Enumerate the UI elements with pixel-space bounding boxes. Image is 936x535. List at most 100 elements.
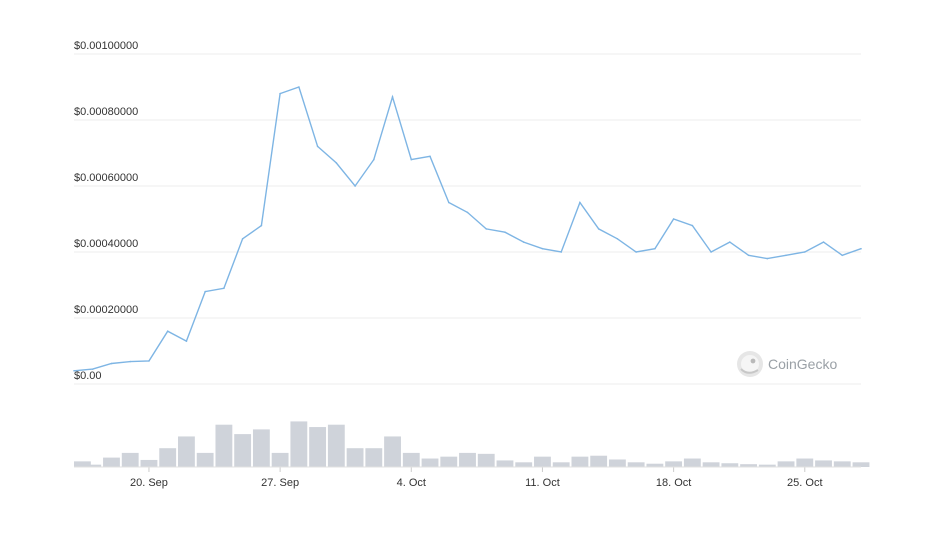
volume-bar: [571, 456, 589, 467]
volume-bar: [590, 455, 608, 467]
price-point: [373, 158, 375, 161]
x-tick-label: 25. Oct: [787, 477, 822, 489]
price-point: [185, 340, 188, 342]
x-tick-label: 18. Oct: [656, 477, 691, 489]
x-axis: 20. Sep 27. Sep 4. Oct 11. Oct 18. Oct 25. Oc…: [74, 466, 861, 489]
price-point: [691, 224, 694, 227]
volume-bar: [346, 448, 364, 467]
price-point: [729, 241, 731, 243]
price-point: [860, 247, 862, 250]
price-point: [335, 162, 338, 164]
y-tick-label: $0.00060000: [74, 172, 138, 184]
x-tick-label: 27. Sep: [261, 477, 299, 489]
volume-bar: [74, 461, 91, 467]
volume-bar: [852, 462, 870, 467]
price-series: [73, 86, 862, 372]
price-point: [672, 218, 675, 220]
y-tick-label: $0.00: [74, 370, 102, 382]
price-point: [504, 231, 506, 233]
price-point: [747, 254, 750, 257]
volume-bar: [159, 448, 177, 467]
volume-bar: [103, 457, 120, 467]
price-point: [822, 241, 825, 243]
volume-bar: [777, 461, 795, 467]
y-axis: $0.00 $0.00020000 $0.00040000 $0.00060000 $0…: [74, 40, 138, 382]
x-tick-label: 11. Oct: [525, 477, 560, 489]
y-tick-label: $0.00020000: [74, 304, 138, 316]
volume-bar: [384, 436, 401, 467]
price-point: [803, 251, 806, 253]
volume-bar: [608, 459, 626, 467]
y-tick-label: $0.00040000: [74, 238, 138, 250]
volume-bar: [627, 462, 645, 467]
price-point: [91, 368, 94, 370]
volume-bar: [327, 424, 345, 467]
price-point: [279, 92, 281, 95]
volume-bar: [515, 462, 533, 467]
volume-bar: [496, 460, 514, 467]
volume-bar: [833, 461, 851, 467]
price-point: [466, 211, 469, 214]
watermark-text: CoinGecko: [768, 356, 837, 372]
volume-bar: [290, 421, 308, 467]
volume-bar: [234, 434, 252, 467]
volume-bar: [477, 453, 495, 467]
price-point: [241, 238, 244, 240]
price-point: [579, 201, 581, 204]
volume-bar: [84, 464, 102, 467]
price-point: [447, 201, 450, 204]
price-line: [73, 86, 862, 372]
watermark: CoinGecko: [737, 351, 837, 377]
price-point: [522, 241, 525, 243]
price-point: [597, 228, 600, 230]
price-point: [429, 155, 431, 158]
price-point: [541, 247, 544, 250]
y-tick-label: $0.00080000: [74, 106, 138, 118]
price-point: [166, 330, 169, 333]
price-point: [560, 251, 562, 253]
price-point: [766, 257, 769, 260]
price-point: [410, 158, 413, 161]
price-point: [73, 370, 75, 372]
price-point: [654, 247, 656, 250]
price-point: [148, 360, 150, 362]
price-point: [485, 228, 488, 230]
price-point: [391, 96, 394, 98]
price-point: [260, 224, 263, 227]
volume-bar: [646, 463, 664, 467]
volume-bar: [740, 464, 757, 467]
price-point: [204, 290, 206, 293]
volume-bar: [665, 461, 683, 467]
volume-bar: [121, 452, 139, 467]
volume-bar: [365, 448, 383, 467]
volume-bar: [721, 463, 739, 467]
price-point: [616, 238, 619, 240]
x-tick-label: 4. Oct: [397, 477, 426, 489]
volume-bar: [459, 452, 476, 467]
volume-bar: [140, 459, 158, 467]
volume-series: [74, 421, 870, 467]
volume-bar: [271, 452, 289, 467]
price-point: [298, 86, 300, 88]
volume-bar: [702, 462, 720, 467]
volume-bar: [178, 436, 195, 467]
price-point: [110, 362, 113, 365]
volume-bar: [252, 429, 270, 467]
price-point: [223, 287, 225, 290]
volume-bar: [215, 424, 233, 467]
volume-bar: [758, 464, 776, 467]
volume-bar: [440, 456, 458, 467]
volume-bar: [796, 458, 814, 467]
volume-bar: [402, 452, 420, 467]
gecko-logo-icon: [737, 351, 763, 377]
price-point: [129, 360, 132, 363]
price-point: [316, 145, 319, 148]
price-point: [354, 185, 356, 187]
price-point: [785, 254, 787, 257]
volume-bar: [683, 458, 701, 467]
volume-bar: [534, 456, 551, 467]
volume-bar: [309, 427, 327, 467]
x-tick-label: 20. Sep: [130, 477, 168, 489]
volume-bar: [815, 460, 832, 467]
